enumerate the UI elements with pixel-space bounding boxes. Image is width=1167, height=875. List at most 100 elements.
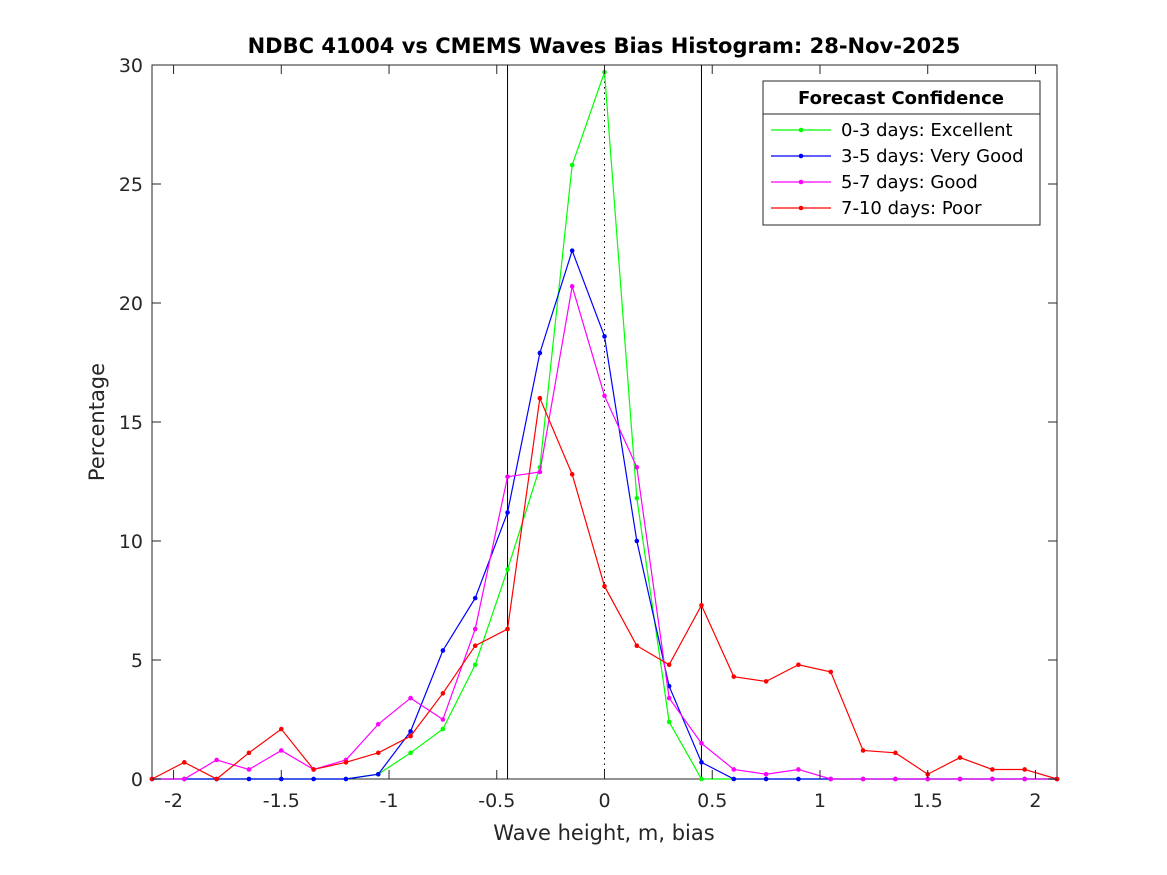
data-point [505, 626, 510, 632]
data-point [763, 679, 769, 684]
data-point [408, 750, 413, 756]
data-point [1022, 776, 1027, 782]
data-point [634, 464, 640, 470]
y-tick-label: 25 [119, 174, 143, 196]
legend-label: 7-10 days: Poor [841, 198, 982, 219]
legend-label: 5-7 days: Good [841, 172, 978, 193]
y-tick-label: 10 [119, 531, 143, 553]
y-tick-label: 15 [119, 412, 143, 434]
legend-label: 0-3 days: Excellent [841, 120, 1013, 141]
x-tick-label: -2 [164, 790, 183, 812]
data-point [699, 741, 704, 746]
data-point [957, 755, 963, 760]
data-point [860, 776, 866, 782]
series-4 [149, 395, 1060, 782]
legend-item: 5-7 days: Good [771, 172, 978, 193]
data-point [440, 726, 446, 732]
x-tick-label: 1 [814, 790, 826, 812]
legend-item: 0-3 days: Excellent [771, 120, 1013, 141]
data-point [731, 674, 737, 679]
data-point [763, 776, 769, 782]
data-point [182, 776, 187, 782]
data-point [602, 583, 607, 589]
data-point [408, 695, 413, 701]
x-tick-label: 0.5 [697, 790, 727, 812]
data-point [537, 395, 543, 401]
legend-marker [798, 153, 804, 159]
data-point [602, 334, 607, 339]
data-point [505, 510, 510, 515]
legend-box [762, 80, 1041, 226]
data-point [763, 771, 769, 777]
x-tick-label: 0 [598, 790, 610, 812]
data-point [472, 626, 478, 632]
data-point [699, 760, 704, 765]
data-point [537, 469, 543, 475]
data-point [246, 767, 252, 772]
legend-marker [798, 127, 804, 133]
data-point [505, 567, 510, 572]
data-point [990, 776, 995, 782]
data-point [699, 602, 704, 608]
data-point [893, 750, 898, 756]
reference-lines [507, 65, 702, 779]
data-point [440, 691, 446, 696]
data-point [505, 474, 510, 480]
data-point [182, 760, 187, 765]
y-tick-label: 5 [131, 650, 143, 672]
data-point [796, 767, 801, 772]
data-point [569, 284, 575, 289]
data-point [214, 776, 219, 782]
x-axis-label: Wave height, m, bias [493, 821, 714, 845]
data-point [860, 748, 866, 753]
legend-marker [798, 179, 804, 185]
data-point [731, 776, 737, 782]
data-point [893, 776, 898, 782]
data-point [731, 767, 737, 772]
data-point [472, 595, 478, 601]
data-point [634, 495, 640, 501]
legend-item: 7-10 days: Poor [771, 198, 982, 219]
data-point [375, 771, 381, 777]
data-point [408, 729, 413, 734]
y-tick-label: 30 [119, 55, 143, 77]
data-point [666, 695, 672, 701]
data-point [537, 350, 543, 356]
x-tick-label: 1.5 [913, 790, 943, 812]
data-point [634, 538, 640, 544]
legend-marker [798, 205, 804, 211]
data-point [472, 662, 478, 668]
legend: Forecast Confidence 0-3 days: Excellent 3… [762, 80, 1041, 226]
data-point [408, 733, 413, 739]
legend-title: Forecast Confidence [798, 88, 1004, 109]
data-point [796, 662, 801, 668]
data-point [246, 750, 252, 756]
data-point [375, 721, 381, 727]
data-point [472, 643, 478, 649]
x-tick-label: -1.5 [263, 790, 300, 812]
data-point [666, 719, 672, 725]
data-point [278, 726, 284, 732]
x-tick-label: 2 [1029, 790, 1041, 812]
data-point [214, 757, 219, 763]
chart-title: NDBC 41004 vs CMEMS Waves Bias Histogram… [248, 34, 961, 58]
data-point [602, 393, 607, 399]
data-point [990, 767, 995, 772]
data-point [569, 162, 575, 168]
data-point [278, 748, 284, 753]
data-point [246, 776, 252, 782]
data-point [311, 767, 316, 772]
legend-item: 3-5 days: Very Good [771, 146, 1024, 167]
data-point [569, 472, 575, 477]
data-point [634, 643, 640, 649]
y-tick-label: 0 [131, 769, 143, 791]
data-point [666, 662, 672, 668]
data-point [828, 776, 834, 782]
data-point [796, 776, 801, 782]
data-point [957, 776, 963, 782]
data-point [440, 717, 446, 722]
legend-items: 0-3 days: Excellent 3-5 days: Very Good 5-… [771, 120, 1024, 219]
data-point [375, 750, 381, 756]
data-point [569, 248, 575, 253]
